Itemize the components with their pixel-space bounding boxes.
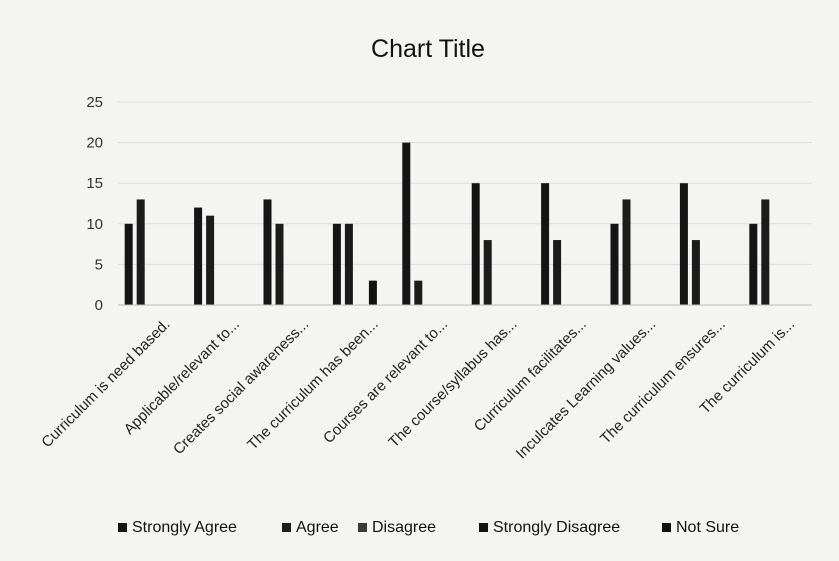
bar-strongly-agree — [263, 199, 272, 305]
legend-label: Strongly Agree — [132, 519, 237, 536]
x-category-label: The course/syllabus has... — [385, 316, 520, 451]
bar-agree — [206, 215, 215, 305]
x-category-label: The curriculum has been... — [244, 316, 382, 454]
bar-strongly-agree — [610, 223, 619, 305]
legend-label: Disagree — [372, 519, 436, 536]
bar-strongly-agree — [471, 183, 480, 305]
legend-swatch — [282, 523, 291, 532]
bar-agree — [275, 223, 284, 305]
y-tick-label: 0 — [95, 297, 103, 314]
bar-strongly-disagree — [368, 280, 377, 305]
x-axis-category-labels: Curriculum is need based.Applicable/rele… — [38, 316, 798, 462]
legend-label: Strongly Disagree — [493, 519, 620, 536]
bar-agree — [344, 223, 353, 305]
bar-strongly-agree — [402, 142, 411, 305]
bar-strongly-agree — [124, 223, 133, 305]
legend-swatch — [479, 523, 488, 532]
bar-strongly-agree — [679, 183, 688, 305]
bar-strongly-agree — [194, 207, 203, 305]
y-tick-label: 5 — [95, 256, 103, 273]
bar-agree — [622, 199, 631, 305]
bar-strongly-agree — [749, 223, 758, 305]
y-tick-label: 25 — [86, 94, 103, 111]
chart-title: Chart Title — [371, 35, 485, 63]
y-tick-label: 15 — [86, 175, 103, 192]
x-category-label: Courses are relevant to... — [320, 316, 451, 447]
x-category-label: Creates social awareness... — [170, 316, 312, 458]
bar-agree — [414, 280, 423, 305]
legend-swatch — [662, 523, 671, 532]
bars — [124, 142, 770, 305]
x-category-label: The curriculum ensures... — [597, 316, 729, 448]
bar-strongly-agree — [541, 183, 550, 305]
bar-strongly-agree — [332, 223, 341, 305]
legend: Strongly Agree Agree Disagree Strongly Disa… — [118, 519, 739, 536]
x-category-label: Curriculum is need based. — [38, 316, 173, 451]
bar-agree — [136, 199, 145, 305]
legend-label: Agree — [296, 519, 339, 536]
bar-agree — [761, 199, 770, 305]
gridlines — [118, 101, 812, 265]
y-tick-label: 10 — [86, 216, 103, 233]
x-category-label: Applicable/relevant to... — [121, 316, 243, 438]
y-tick-label: 20 — [86, 135, 103, 152]
legend-swatch — [118, 523, 127, 532]
bar-agree — [553, 240, 562, 305]
bar-agree — [483, 240, 492, 305]
x-category-label: Curriculum facilitates... — [471, 316, 590, 435]
x-category-label: Inculcates Learning values... — [513, 316, 659, 462]
bar-agree — [691, 240, 700, 305]
legend-swatch — [358, 523, 367, 532]
y-axis-ticks: 0 5 10 15 20 25 — [86, 94, 103, 314]
legend-label: Not Sure — [676, 519, 739, 536]
